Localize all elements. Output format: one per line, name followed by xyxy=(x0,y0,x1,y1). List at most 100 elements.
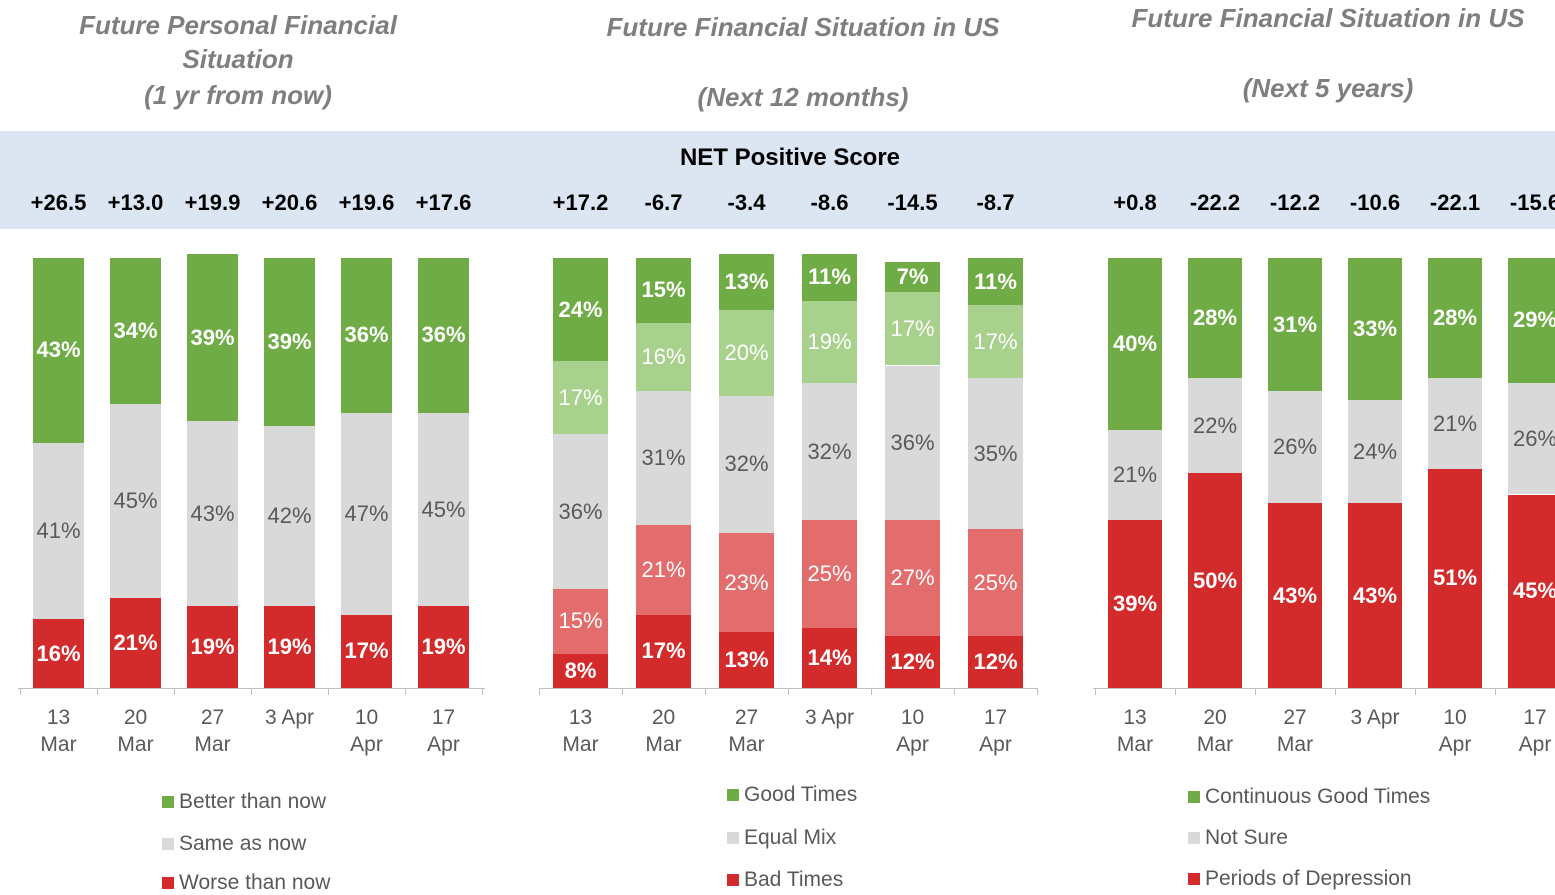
value-label: 26% xyxy=(1272,434,1318,460)
bar-segment xyxy=(264,606,315,688)
value-label: 21% xyxy=(113,629,158,655)
x-tick-label: 20 Mar xyxy=(117,706,154,756)
bar-segment xyxy=(264,258,315,426)
value-label: 21% xyxy=(1112,462,1158,488)
legend-label: Same as now xyxy=(179,832,307,855)
x-axis-tick xyxy=(1255,688,1256,695)
value-label: 11% xyxy=(808,264,851,290)
x-tick-label: 13 Mar xyxy=(40,706,77,756)
value-label: 17% xyxy=(344,638,389,664)
value-label: 45% xyxy=(113,487,158,513)
value-label: 39% xyxy=(190,324,235,350)
net-score: +17.2 xyxy=(552,190,609,215)
value-label: 17% xyxy=(890,315,935,341)
bar-segment xyxy=(968,528,1023,637)
bar-segment xyxy=(418,412,469,607)
x-axis xyxy=(1093,688,1555,689)
value-label: 8% xyxy=(564,657,597,683)
value-label: 50% xyxy=(1192,567,1238,593)
net-score: -15.6 xyxy=(1509,190,1555,215)
net-score-band xyxy=(0,131,1555,229)
value-label: 36% xyxy=(558,498,603,524)
bar-segment xyxy=(802,382,857,521)
value-label: 28% xyxy=(1192,305,1238,331)
value-label: 41% xyxy=(36,518,81,544)
x-axis-tick xyxy=(1095,688,1096,695)
bar-segment xyxy=(33,442,84,620)
x-axis xyxy=(540,688,1038,689)
value-label: 40% xyxy=(1112,331,1158,356)
x-axis-tick xyxy=(1335,688,1336,695)
value-label: 33% xyxy=(1352,315,1398,341)
bar-segment xyxy=(885,520,940,637)
bar-segment xyxy=(719,395,774,534)
bar-segment xyxy=(802,301,857,383)
net-score: -8.7 xyxy=(976,190,1015,215)
bar-segment xyxy=(553,361,608,435)
bar-segment xyxy=(187,253,238,422)
value-label: 51% xyxy=(1432,565,1478,591)
net-score: -3.4 xyxy=(727,190,766,215)
value-label: 11% xyxy=(974,268,1017,294)
x-axis-tick xyxy=(871,688,872,695)
value-label: 20% xyxy=(724,339,769,365)
value-label: 29% xyxy=(1512,307,1555,333)
x-tick-label: 3 Apr xyxy=(804,706,855,729)
bar-segment xyxy=(968,636,1023,688)
value-label: 43% xyxy=(36,337,81,363)
net-score: +19.6 xyxy=(338,190,395,215)
chart-title: Future Personal Financial Situation xyxy=(79,10,397,74)
bar-segment xyxy=(636,524,691,615)
x-axis-tick xyxy=(405,688,406,695)
legend-label: Periods of Depression xyxy=(1205,867,1412,890)
legend-swatch xyxy=(162,796,174,808)
value-label: 23% xyxy=(724,569,769,595)
legend-swatch xyxy=(162,838,174,850)
bar-segment xyxy=(1508,494,1555,688)
x-tick-label: 17 Apr xyxy=(979,706,1012,756)
value-label: 35% xyxy=(973,440,1018,466)
value-label: 21% xyxy=(1432,410,1478,436)
net-score: -22.1 xyxy=(1429,190,1481,215)
bar-segment xyxy=(1268,391,1322,504)
bar-segment xyxy=(553,589,608,654)
legend-swatch xyxy=(727,789,739,801)
value-label: 19% xyxy=(421,634,466,660)
value-label: 15% xyxy=(641,277,686,303)
value-label: 17% xyxy=(641,638,686,664)
value-label: 24% xyxy=(1352,438,1398,464)
legend-label: Not Sure xyxy=(1205,826,1288,849)
bar-segment xyxy=(719,253,774,310)
value-label: 36% xyxy=(344,322,389,348)
net-score: -6.7 xyxy=(644,190,683,215)
bar-segment xyxy=(341,258,392,413)
value-label: 25% xyxy=(807,561,852,587)
bar-segment xyxy=(1428,258,1482,379)
legend-label: Better than now xyxy=(179,790,327,813)
net-score: +20.6 xyxy=(261,190,318,215)
bar-segment xyxy=(1348,399,1402,504)
legend-swatch xyxy=(1188,873,1200,885)
bar-segment xyxy=(802,627,857,688)
bar-segment xyxy=(1508,258,1555,383)
x-axis-tick xyxy=(954,688,955,695)
bar-segment xyxy=(33,619,84,688)
bar-segment xyxy=(1108,430,1162,521)
net-score: -8.6 xyxy=(810,190,849,215)
x-axis-tick xyxy=(1175,688,1176,695)
bar-segment xyxy=(264,425,315,607)
value-label: 47% xyxy=(344,500,389,526)
value-label: 25% xyxy=(973,569,1018,595)
x-axis-tick xyxy=(1037,688,1038,695)
x-axis-tick xyxy=(705,688,706,695)
value-label: 43% xyxy=(1352,582,1398,608)
legend-swatch xyxy=(727,874,739,886)
value-label: 26% xyxy=(1512,425,1555,451)
bar-segment xyxy=(418,258,469,413)
bar-segment xyxy=(553,258,608,362)
value-label: 45% xyxy=(1512,578,1555,604)
bar-segment xyxy=(968,378,1023,529)
chart-title: Future Financial Situation in US xyxy=(1131,3,1525,33)
bar-segment xyxy=(636,391,691,525)
